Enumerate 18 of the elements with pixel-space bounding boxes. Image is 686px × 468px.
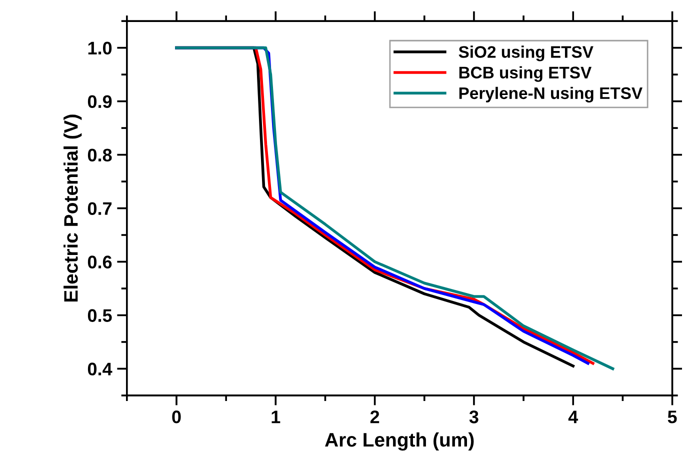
x-tick-label: 2 xyxy=(370,410,380,424)
legend-label: BCB using ETSV xyxy=(459,66,592,82)
y-tick-label: 0.5 xyxy=(88,309,112,322)
y-tick-label: 0.7 xyxy=(88,202,112,215)
x-tick-label: 1 xyxy=(272,410,280,424)
legend-label: SiO2 using ETSV xyxy=(458,46,594,62)
y-tick-label: 0.8 xyxy=(88,148,112,162)
y-tick-label: 0.4 xyxy=(88,362,112,376)
y-axis-title: Electric Potential (V) xyxy=(64,114,82,302)
y-tick-label: 0.6 xyxy=(88,256,112,268)
y-tick-label: 0.9 xyxy=(88,95,112,108)
x-axis-title: Arc Length (um) xyxy=(325,432,474,451)
x-tick-label: 0 xyxy=(172,410,181,424)
legend-label: Perylene-N using ETSV xyxy=(459,86,642,102)
x-tick-label: 3 xyxy=(469,410,478,424)
y-tick-label: 1.0 xyxy=(88,42,112,55)
x-tick-label: 4 xyxy=(568,410,578,424)
x-tick-label: 5 xyxy=(668,410,677,424)
